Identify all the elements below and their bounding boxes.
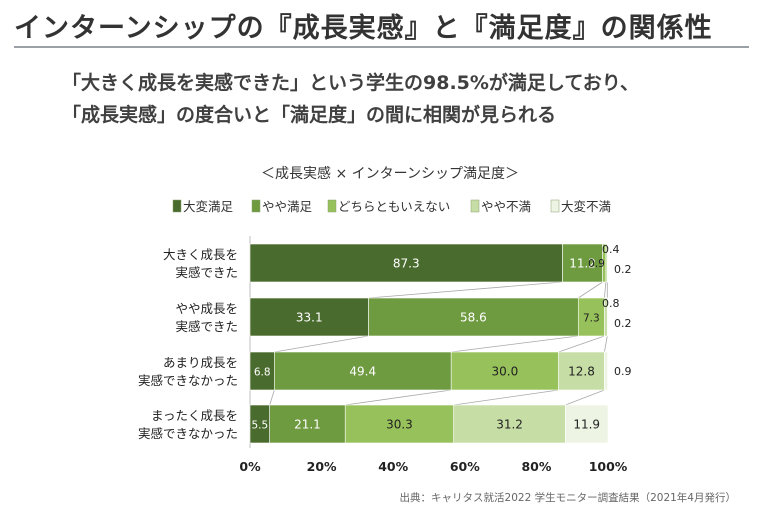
- connector-line: [604, 281, 607, 299]
- bar-segment: [249, 351, 275, 391]
- data-label: 11.2: [569, 257, 596, 271]
- legend-label-1: 大変満足: [183, 199, 234, 214]
- data-label: 21.1: [294, 418, 321, 432]
- data-label: 7.3: [583, 313, 600, 325]
- x-tick-label: 0%: [239, 459, 261, 474]
- connector-line: [578, 281, 603, 299]
- connector-line: [453, 389, 559, 406]
- bar-segment: [453, 404, 566, 444]
- data-label-outside: 0.8: [602, 297, 620, 310]
- legend-label-3: どちらともいえない: [338, 199, 450, 214]
- data-label-outside: 0.2: [614, 317, 632, 330]
- bar-segment: [249, 243, 563, 283]
- category-label-line-2: 実感できた: [175, 265, 238, 280]
- category-label-line-2: 実感できた: [175, 319, 238, 334]
- bar-segment: [577, 297, 605, 337]
- bar-segment: [344, 404, 455, 444]
- data-label: 33.1: [296, 311, 323, 325]
- connector-line: [269, 389, 275, 406]
- legend-label-5: 大変不満: [561, 199, 611, 214]
- x-tick-label: 40%: [378, 459, 408, 474]
- x-tick-label: 60%: [450, 459, 480, 474]
- bar-segment: [249, 297, 369, 337]
- data-label-outside: 0.9: [614, 365, 632, 378]
- data-label: 11.9: [573, 418, 600, 432]
- bar-segment: [450, 351, 559, 391]
- data-label: 58.6: [460, 311, 487, 325]
- data-label: 30.0: [492, 365, 519, 379]
- category-label-line-2: 実感できなかった: [138, 426, 238, 441]
- title-divider: [14, 46, 749, 48]
- bar-segment: [606, 297, 609, 337]
- legend-label-4: やや不満: [481, 199, 531, 214]
- legend-swatch-2: [251, 199, 261, 213]
- x-tick-label: 80%: [521, 459, 551, 474]
- connector-line: [345, 389, 452, 406]
- category-label-line-1: やや成長を: [175, 301, 238, 316]
- legend-swatch-1: [172, 199, 182, 213]
- legend-label-2: やや満足: [262, 199, 313, 214]
- category-label-line-1: あまり成長を: [163, 355, 238, 370]
- category-label-line-2: 実感できなかった: [138, 373, 238, 388]
- data-label: 0.9: [588, 258, 605, 270]
- connector-line: [558, 335, 605, 353]
- data-label: 12.8: [568, 365, 595, 379]
- data-label: 6.8: [254, 367, 271, 379]
- connector-line: [368, 281, 563, 299]
- bar-segment: [604, 351, 608, 391]
- data-label: 30.3: [386, 418, 413, 432]
- data-label-outside: 0.4: [602, 243, 620, 256]
- connector-line: [565, 389, 605, 406]
- page-title: インターンシップの『成長実感』と『満足度』の関係性: [14, 13, 713, 44]
- data-label: 87.3: [393, 257, 420, 271]
- bar-segment: [274, 351, 452, 391]
- data-label: 31.2: [496, 418, 523, 432]
- legend-swatch-3: [327, 199, 337, 213]
- connector-line: [451, 335, 579, 353]
- bar-segment: [565, 404, 609, 444]
- data-label: 49.4: [349, 365, 376, 379]
- data-label: 5.5: [251, 420, 268, 432]
- subtitle-line-2: 「成長実感」の度合いと「満足度」の間に相関が見られる: [62, 104, 557, 126]
- x-tick-label: 100%: [589, 459, 628, 474]
- bar-segment: [562, 243, 603, 283]
- legend-swatch-5: [550, 199, 560, 213]
- bar-segment: [368, 297, 579, 337]
- subtitle-line-1: 「大きく成長を実感できた」という学生の98.5%が満足しており、: [62, 72, 640, 94]
- bar-segment: [606, 243, 609, 283]
- data-label-outside: 0.2: [614, 263, 632, 276]
- source-note: 出典：キャリタス就活2022 学生モニター調査結果（2021年4月発行）: [399, 492, 736, 504]
- bar-segment: [558, 351, 605, 391]
- legend-swatch-4: [470, 199, 480, 213]
- chart-title: ＜成長実感 × インターンシップ満足度＞: [261, 165, 519, 182]
- category-label-line-1: 大きく成長を: [163, 247, 238, 262]
- connector-line: [274, 335, 369, 353]
- connector-line: [604, 335, 608, 353]
- x-tick-label: 20%: [307, 459, 337, 474]
- category-label-line-1: まったく成長を: [151, 408, 238, 423]
